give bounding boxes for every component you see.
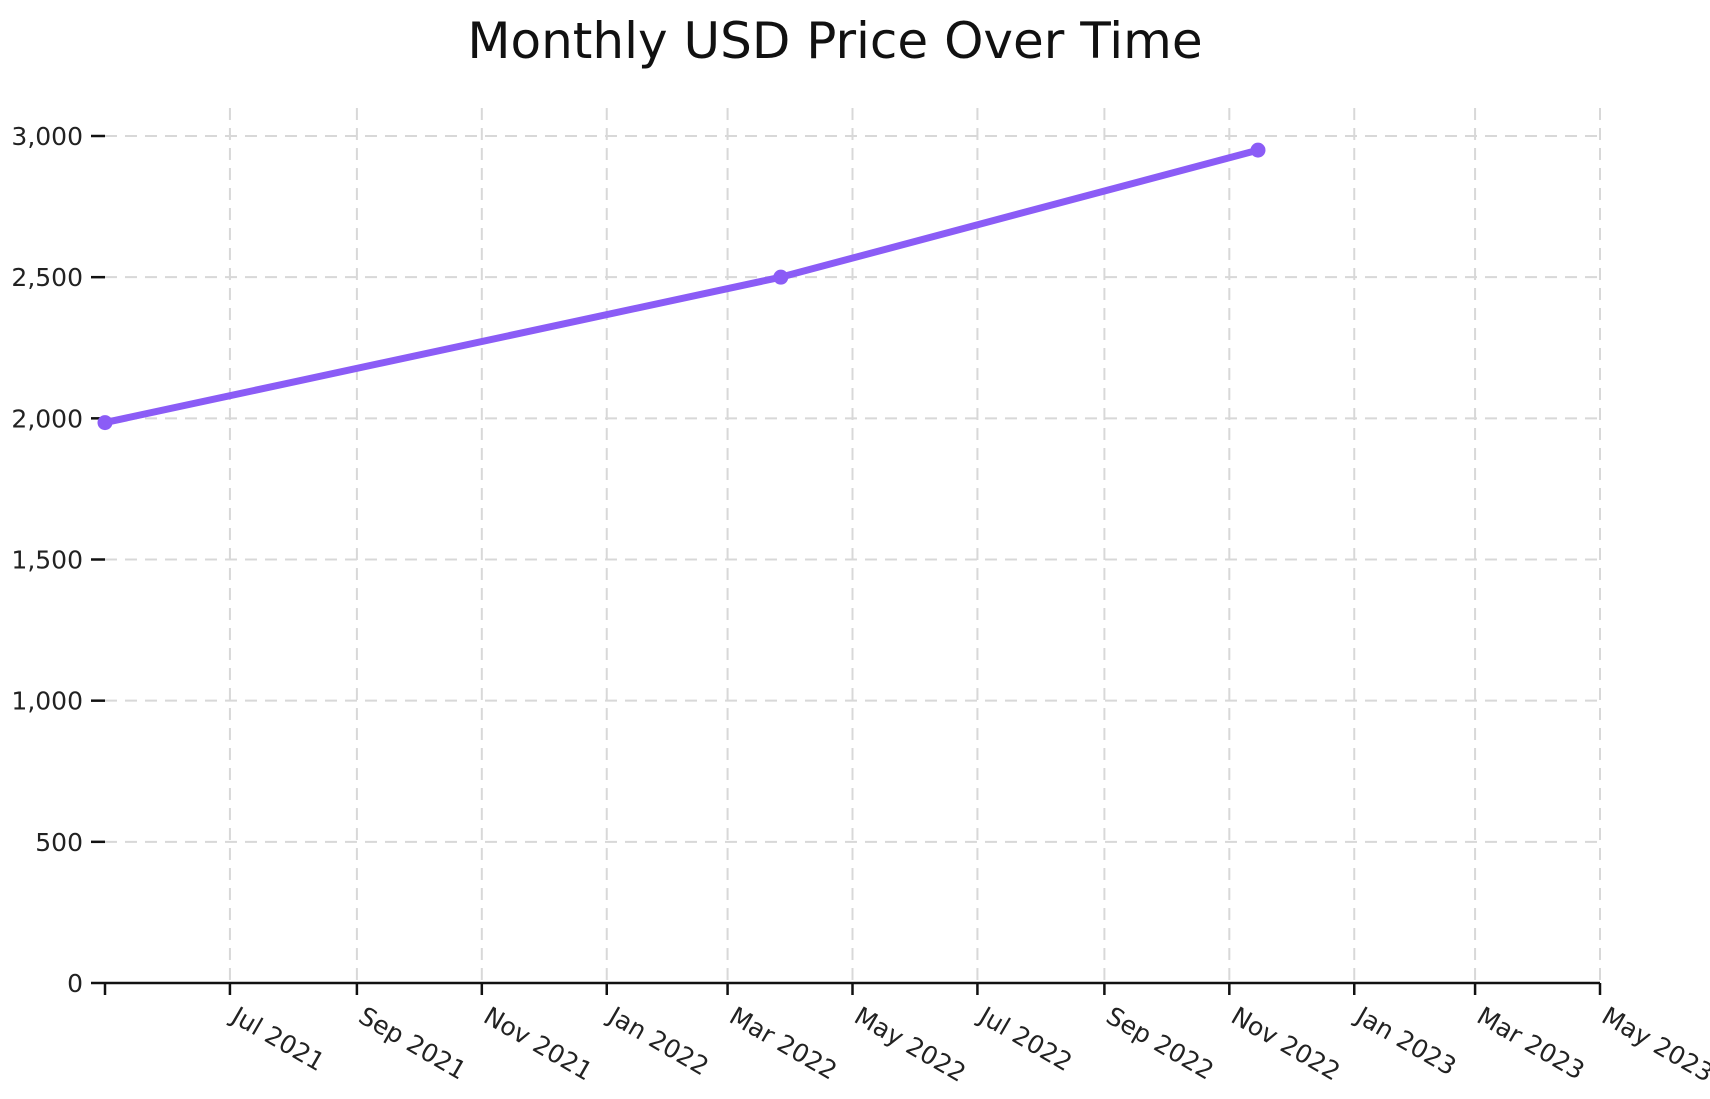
x-tick-label: Jan 2022 [602,1000,714,1081]
x-tick-label: Jul 2022 [973,1000,1077,1077]
x-tick-label: Sep 2021 [354,1001,471,1085]
x-tick-label: Sep 2022 [1101,1001,1218,1085]
data-point [97,415,113,431]
y-tick-label: 500 [35,828,83,857]
x-tick-label: Mar 2022 [725,1001,842,1085]
x-tick-label: Nov 2021 [479,1001,598,1086]
y-tick-label: 1,000 [11,687,83,716]
y-tick-label: 1,500 [11,546,83,575]
series [97,142,1266,431]
x-tick-label: Jul 2021 [225,1000,329,1077]
y-tick-label: 2,500 [11,263,83,292]
x-axis-ticks: Jul 2021 Sep 2021 Nov 2021 Jan 2022 Mar 2022… [103,983,1710,1088]
y-tick-label: 3,000 [11,122,83,151]
y-axis-ticks: 0 500 1,000 1,500 2,000 2,500 3,000 [11,122,105,998]
x-tick-label: Nov 2022 [1226,1001,1345,1086]
y-tick-label: 0 [67,969,83,998]
x-tick-label: Jan 2023 [1350,1000,1462,1081]
data-point [773,269,789,285]
x-tick-label: May 2023 [1597,1001,1710,1088]
x-tick-label: Mar 2023 [1472,1001,1589,1085]
x-tick-label: May 2022 [850,1001,971,1088]
grid [105,108,1601,983]
y-tick-label: 2,000 [11,404,83,433]
series-line [101,146,1262,427]
data-point [1250,142,1266,158]
chart-title: Monthly USD Price Over Time [467,12,1202,70]
